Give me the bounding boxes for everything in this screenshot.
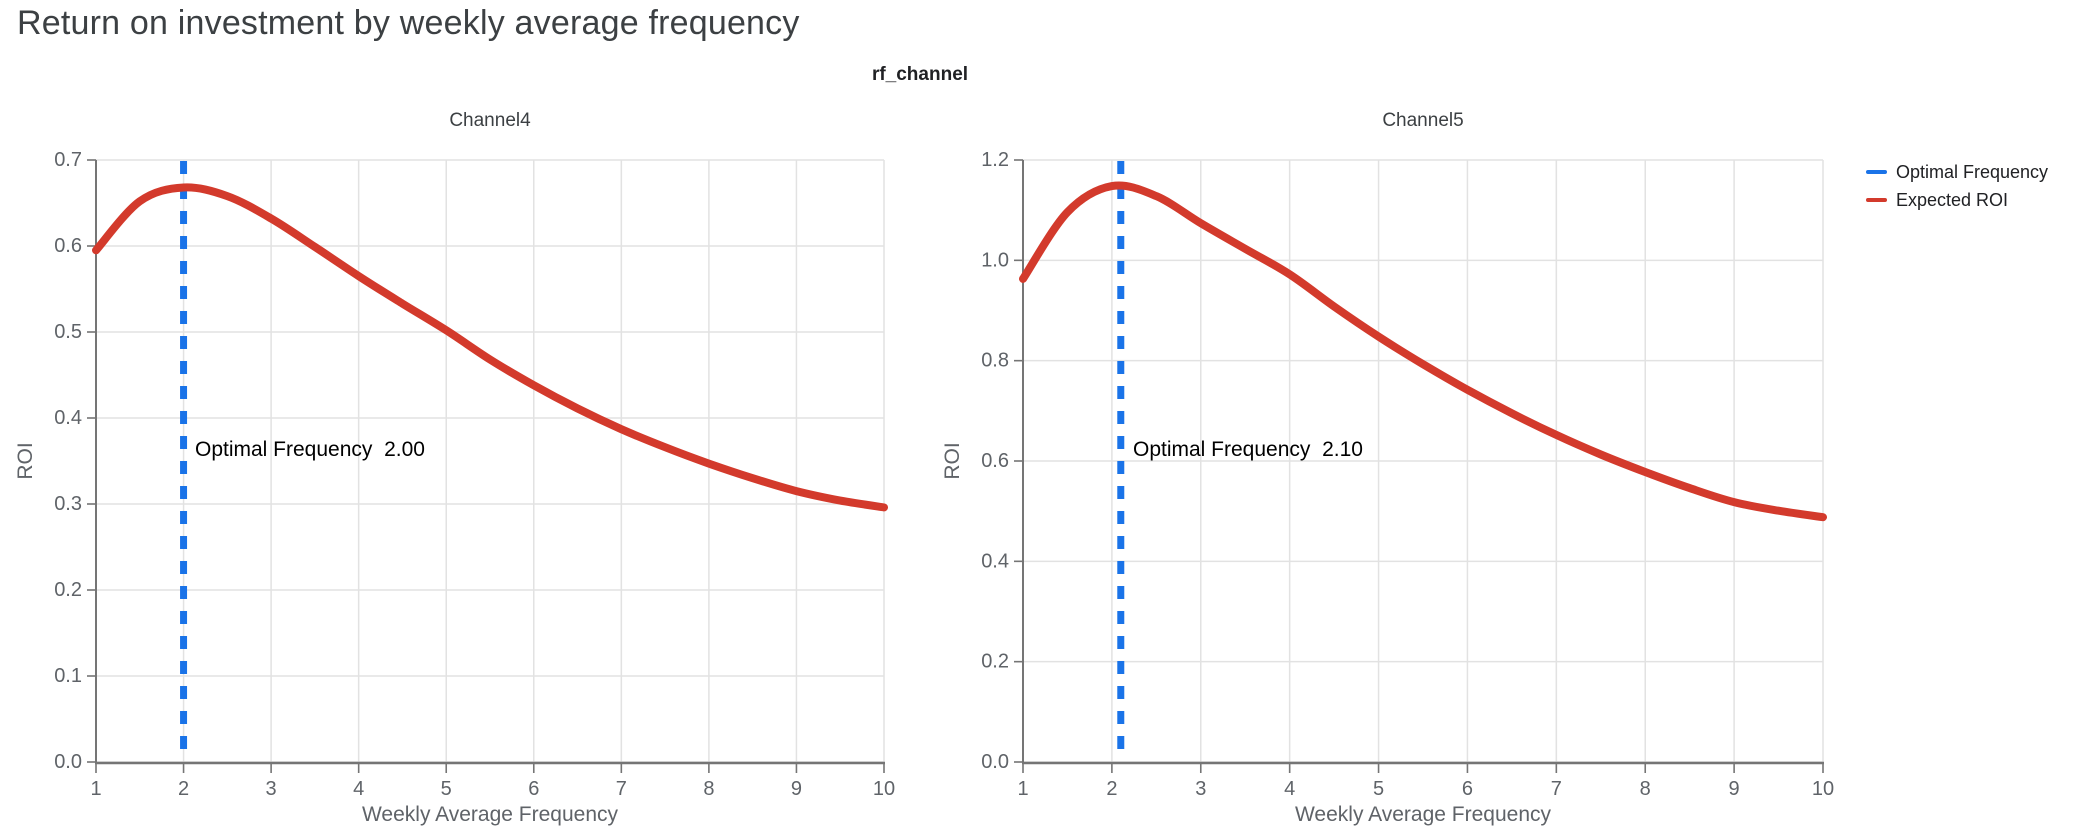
channel5-x-tick-label: 7: [1551, 778, 1562, 800]
channel5-y-tick-label: 0.6: [981, 450, 1009, 472]
channel4-y-tick-label: 0.1: [54, 665, 82, 687]
facet-field-title: rf_channel: [871, 64, 969, 85]
channel4-x-tick-label: 9: [791, 778, 802, 800]
channel5-y-tick-label: 0.2: [981, 651, 1009, 673]
y-axis-title-channel5: ROI: [941, 442, 964, 480]
channel4-x-tick-label: 2: [178, 778, 189, 800]
optimal-frequency-line-swatch: [1866, 170, 1887, 174]
channel5-y-tick-label: 1.2: [981, 149, 1009, 171]
channel5-x-tick-label: 9: [1729, 778, 1740, 800]
legend-item-optimal-frequency: Optimal Frequency: [1866, 158, 2048, 186]
channel5-x-tick-label: 6: [1462, 778, 1473, 800]
channel5-y-tick-label: 1.0: [981, 249, 1009, 271]
channel5-x-tick-label: 1: [1017, 778, 1028, 800]
channel5-y-tick-label: 0.8: [981, 350, 1009, 372]
channel4-x-tick-label: 1: [90, 778, 101, 800]
channel4-y-tick-label: 0.3: [54, 493, 82, 515]
channel5-x-tick-label: 4: [1284, 778, 1295, 800]
channel5-y-tick-label: 0.4: [981, 550, 1009, 572]
channel5-x-tick-label: 10: [1812, 778, 1834, 800]
legend-item-expected-roi: Expected ROI: [1866, 186, 2048, 214]
channel4-y-tick-label: 0.5: [54, 321, 82, 343]
x-axis-title-channel5: Weekly Average Frequency: [1294, 803, 1552, 826]
channel4-x-tick-label: 6: [528, 778, 539, 800]
channel4-expected-roi-curve: [92, 183, 888, 512]
channel5-x-tick-label: 8: [1640, 778, 1651, 800]
channel4-y-tick-label: 0.4: [54, 407, 82, 429]
channel4-x-tick-label: 10: [873, 778, 895, 800]
channel4-y-tick-label: 0.2: [54, 579, 82, 601]
channel4-y-tick-label: 0.6: [54, 235, 82, 257]
chart-title-channel5: Channel5: [1382, 110, 1464, 131]
channel4-x-tick-label: 8: [703, 778, 714, 800]
x-axis-title-channel4: Weekly Average Frequency: [361, 803, 619, 826]
channel5-y-tick-label: 0.0: [981, 751, 1009, 773]
y-axis-title-channel4: ROI: [14, 442, 37, 480]
channel4-y-tick-label: 0.0: [54, 751, 82, 773]
legend-label-expected-roi: Expected ROI: [1896, 189, 2009, 210]
channel5-x-tick-label: 5: [1373, 778, 1384, 800]
optimal-frequency-annotation-channel4: Optimal Frequency 2.00: [195, 438, 425, 461]
channel4-x-tick-label: 7: [616, 778, 627, 800]
channel5-expected-roi-curve: [1019, 181, 1827, 522]
channel4-x-tick-label: 5: [441, 778, 452, 800]
channel4-x-tick-label: 4: [353, 778, 364, 800]
optimal-frequency-annotation-channel5: Optimal Frequency 2.10: [1133, 438, 1363, 461]
legend: Optimal Frequency Expected ROI: [1866, 158, 2048, 214]
legend-label-optimal-frequency: Optimal Frequency: [1896, 161, 2049, 182]
chart-title-channel4: Channel4: [449, 110, 531, 131]
channel5-x-tick-label: 3: [1195, 778, 1206, 800]
channel4-x-tick-label: 3: [266, 778, 277, 800]
channel4-y-tick-label: 0.7: [54, 149, 82, 171]
expected-roi-line-swatch: [1866, 198, 1887, 202]
channel5-x-tick-label: 2: [1106, 778, 1117, 800]
page-title: Return on investment by weekly average f…: [17, 4, 800, 42]
